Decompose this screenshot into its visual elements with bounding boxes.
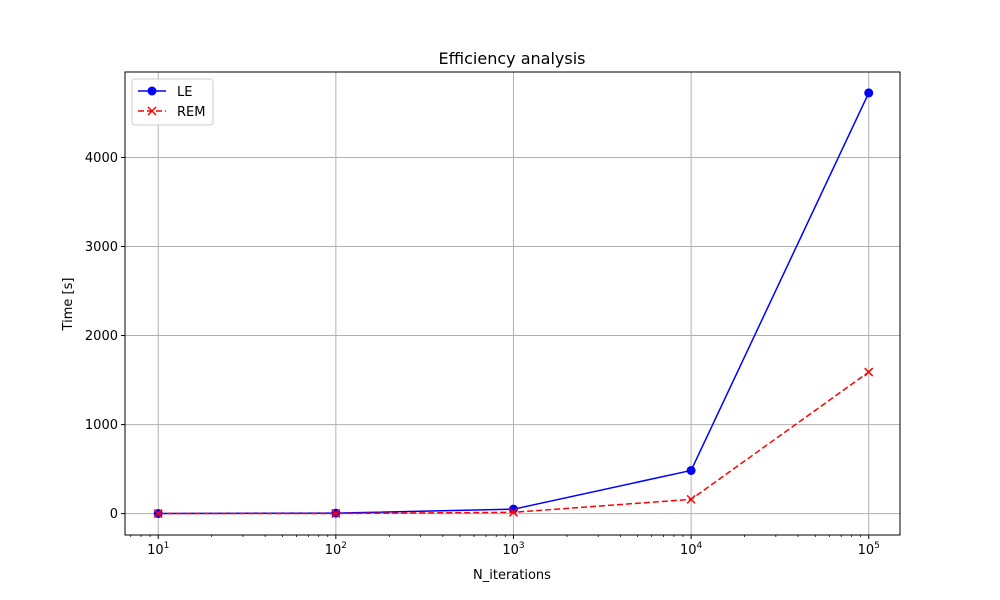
x-tick-label: 105 — [858, 541, 880, 558]
legend-marker-le — [147, 86, 157, 96]
x-tick-label: 102 — [325, 541, 347, 558]
y-axis-label: Time [s] — [61, 278, 76, 332]
data-point-rem — [864, 367, 874, 377]
data-point-le — [864, 88, 874, 98]
x-tick-label: 103 — [502, 541, 524, 558]
x-axis-label: N_iterations — [473, 568, 551, 583]
axis-ticks: 101 102 103 104 105 0 1000 2000 3000 4000 — [85, 151, 880, 558]
y-tick-label: 3000 — [85, 240, 118, 255]
chart-title: Efficiency analysis — [439, 49, 586, 68]
data-point-rem — [508, 507, 519, 517]
legend: LE REM — [131, 78, 214, 126]
legend-label-rem: REM — [177, 105, 205, 120]
grid-lines — [125, 72, 900, 535]
legend-marker-rem — [147, 106, 157, 116]
data-point-le — [508, 504, 518, 514]
data-point-rem — [331, 508, 341, 518]
plot-frame — [124, 71, 901, 536]
data-point-rem — [153, 509, 163, 519]
legend-entry-rem: REM — [138, 105, 205, 120]
legend-entry-le: LE — [138, 85, 192, 100]
y-tick-label: 4000 — [85, 151, 118, 166]
legend-label-le: LE — [177, 85, 192, 100]
data-point-le — [686, 465, 696, 475]
x-tick-label: 104 — [680, 541, 703, 558]
data-point-rem — [686, 494, 696, 504]
x-tick-label: 101 — [147, 541, 169, 558]
y-tick-label: 2000 — [85, 329, 118, 344]
y-tick-label: 0 — [110, 507, 118, 522]
series-layer — [153, 88, 874, 519]
y-tick-label: 1000 — [85, 418, 118, 433]
